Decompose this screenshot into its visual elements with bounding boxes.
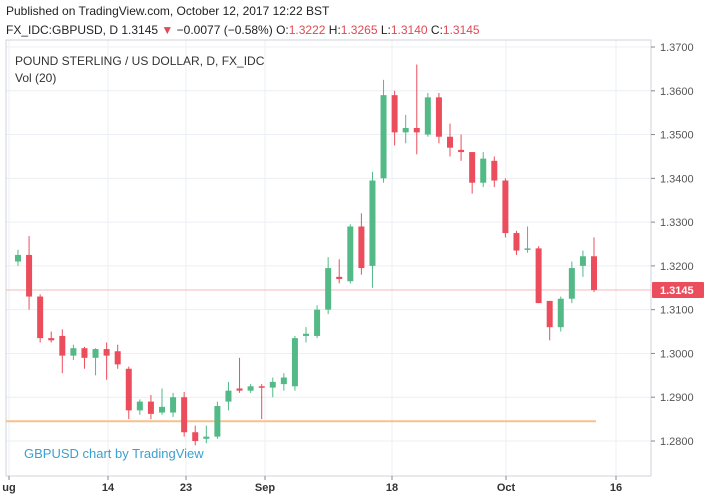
published-line: Published on TradingView.com, October 12… — [6, 4, 330, 18]
candle-body — [181, 397, 188, 433]
candle-body — [59, 335, 66, 356]
high-label: H: — [328, 23, 341, 37]
candle-body — [26, 254, 33, 297]
y-tick-label: 1.3700 — [660, 42, 694, 54]
candle-body — [435, 97, 442, 137]
candle-body — [236, 388, 243, 391]
y-tick-label: 1.3400 — [660, 173, 694, 185]
volume-indicator-label: Vol (20) — [15, 71, 56, 85]
candle-body — [535, 248, 542, 304]
candle-body — [92, 349, 99, 358]
x-tick-label: Oct — [497, 482, 516, 494]
candle-body — [568, 268, 575, 299]
candle-body — [37, 296, 44, 339]
candle-body — [391, 95, 398, 133]
candle-body — [447, 136, 453, 148]
candle-body — [369, 180, 376, 266]
candle-body — [469, 152, 476, 183]
candle-body — [557, 298, 564, 328]
open-label: O: — [276, 23, 289, 37]
candle-body — [424, 97, 431, 135]
candle-body — [147, 401, 154, 414]
y-tick-label: 1.3300 — [660, 217, 694, 229]
candle-body — [170, 397, 177, 413]
low-value: 1.3140 — [390, 23, 428, 37]
y-axis: 1.3700 1.3600 1.3500 1.3400 1.3300 1.3200 1.31… — [651, 42, 694, 448]
plot-frame — [5, 39, 652, 477]
candle-body — [413, 127, 420, 133]
candle-body — [480, 158, 487, 183]
candle-body — [48, 338, 55, 341]
last-price-badge-label: 1.3145 — [660, 285, 694, 297]
x-tick-label: 16 — [610, 482, 622, 494]
candle-body — [524, 248, 531, 250]
candle-body — [81, 348, 88, 358]
candle-body — [125, 368, 132, 411]
candle-body — [502, 180, 509, 234]
last-price-badge — [652, 281, 704, 298]
candle-body — [225, 390, 232, 402]
candle-body — [336, 276, 343, 280]
x-tick-label: 18 — [386, 482, 398, 494]
y-tick-label: 1.2900 — [660, 392, 694, 404]
close-label: C: — [430, 23, 443, 37]
candle-body — [15, 254, 21, 262]
y-tick-label: 1.3000 — [660, 348, 694, 360]
candle-body — [159, 406, 165, 413]
last-price: 1.3145 — [121, 23, 159, 37]
x-axis: ug 14 23 Sep 18 Oct 16 — [2, 476, 622, 494]
candle-body — [203, 436, 210, 439]
candle-body — [325, 268, 332, 310]
price-change: −0.0077 (−0.58%) — [176, 23, 273, 37]
candle-body — [591, 256, 597, 290]
candle-body — [546, 300, 553, 328]
x-tick-label: Sep — [255, 482, 275, 494]
y-tick-label: 1.3600 — [660, 86, 694, 98]
candle-body — [380, 95, 387, 179]
x-tick-label: ug — [2, 482, 15, 494]
down-arrow-icon: ▼ — [161, 23, 174, 37]
candle-body — [258, 386, 265, 388]
candle-body — [103, 349, 110, 356]
candle-body — [214, 405, 221, 437]
watermark[interactable]: GBPUSD chart by TradingView — [24, 446, 204, 461]
candle-body — [458, 149, 465, 153]
candle-body — [347, 226, 354, 282]
candle-body — [280, 377, 287, 385]
y-tick-label: 1.2800 — [660, 436, 694, 448]
candle-body — [269, 381, 276, 388]
y-tick-label: 1.3200 — [660, 261, 694, 273]
high-value: 1.3265 — [340, 23, 378, 37]
y-tick-label: 1.3500 — [660, 130, 694, 142]
price-levels: 1.3145 — [6, 281, 704, 423]
candle-body — [192, 432, 199, 441]
symbol-name: FX_IDC:GBPUSD, D — [6, 23, 119, 37]
close-value: 1.3145 — [442, 23, 480, 37]
candle-body — [291, 338, 298, 387]
x-tick-label: 23 — [180, 482, 192, 494]
candle-body — [70, 348, 77, 356]
candle-body — [513, 233, 520, 251]
plot-border — [5, 39, 652, 477]
open-value: 1.3222 — [288, 23, 326, 37]
chart-header: Published on TradingView.com, October 12… — [0, 0, 708, 40]
candle-body — [402, 127, 409, 133]
candles — [15, 64, 597, 446]
low-label: L: — [380, 23, 391, 37]
candle-body — [247, 386, 254, 391]
candle-body — [491, 160, 498, 181]
candle-body — [314, 309, 321, 336]
x-tick-label: 14 — [102, 482, 115, 494]
y-tick-label: 1.3100 — [660, 305, 694, 317]
candle-body — [136, 401, 143, 411]
chart-title: POUND STERLING / US DOLLAR, D, FX_IDC — [15, 54, 265, 68]
candle-body — [114, 351, 121, 365]
candle-body — [579, 256, 586, 266]
candle-body — [358, 226, 365, 269]
symbol-line: FX_IDC:GBPUSD, D 1.3145 ▼ −0.0077 (−0.58… — [6, 23, 480, 37]
candle-body — [303, 333, 309, 336]
